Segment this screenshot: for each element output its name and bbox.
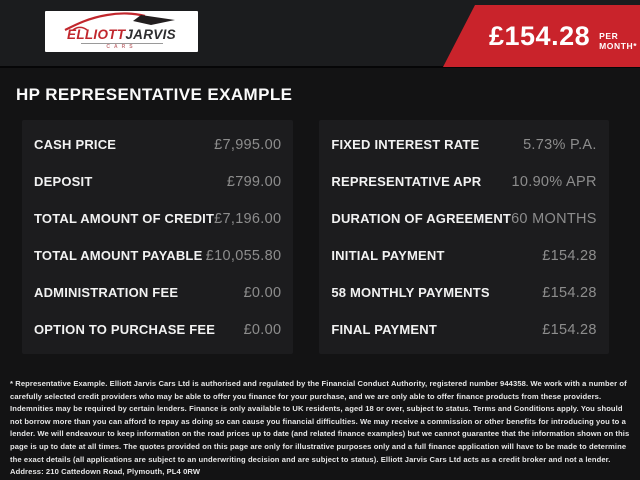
header-bar: ELLIOTTJARVIS CARS £154.28 PER MONTH* [0,0,640,68]
finance-row-interest-rate: FIXED INTEREST RATE 5.73% P.A. [331,126,596,163]
dealer-logo: ELLIOTTJARVIS CARS [45,11,198,52]
logo-text-jarvis: JARVIS [125,27,176,42]
finance-row-final-payment: FINAL PAYMENT £154.28 [331,311,596,348]
finance-row-label: ADMINISTRATION FEE [34,285,179,300]
finance-row-label: OPTION TO PURCHASE FEE [34,322,216,337]
finance-row-label: INITIAL PAYMENT [331,248,445,263]
finance-row-label: TOTAL AMOUNT OF CREDIT [34,211,215,226]
finance-row-value: 10.90% APR [511,173,597,190]
finance-row-value: 60 MONTHS [511,210,597,227]
finance-row-cash-price: CASH PRICE £7,995.00 [34,126,281,163]
logo-text-cars: CARS [106,44,137,50]
finance-row-label: DEPOSIT [34,174,93,189]
finance-row-label: DURATION OF AGREEMENT [331,211,512,226]
logo-divider [81,43,163,44]
finance-row-value: £0.00 [243,321,282,338]
logo-text-elliott: ELLIOTT [67,27,126,42]
finance-summary: CASH PRICE £7,995.00 DEPOSIT £799.00 TOT… [22,120,609,354]
finance-row-admin-fee: ADMINISTRATION FEE £0.00 [34,274,281,311]
finance-row-duration: DURATION OF AGREEMENT 60 MONTHS [331,200,596,237]
finance-row-value: £799.00 [226,173,282,190]
finance-row-label: FINAL PAYMENT [331,322,438,337]
finance-row-deposit: DEPOSIT £799.00 [34,163,281,200]
finance-row-value: 5.73% P.A. [523,136,597,153]
dealer-logo-wordmark: ELLIOTTJARVIS [45,28,198,42]
monthly-price-suffix: PER MONTH* [599,30,638,51]
finance-row-total-credit: TOTAL AMOUNT OF CREDIT £7,196.00 [34,200,281,237]
legal-disclaimer: * Representative Example. Elliott Jarvis… [10,379,630,477]
finance-row-value: £154.28 [542,321,597,338]
finance-row-monthly-payments: 58 MONTHLY PAYMENTS £154.28 [331,274,596,311]
monthly-price-badge: £154.28 PER MONTH* [443,5,640,67]
page-title: HP REPRESENTATIVE EXAMPLE [16,85,293,104]
finance-row-initial-payment: INITIAL PAYMENT £154.28 [331,237,596,274]
finance-card-right: FIXED INTEREST RATE 5.73% P.A. REPRESENT… [319,120,609,354]
finance-row-purchase-fee: OPTION TO PURCHASE FEE £0.00 [34,311,281,348]
finance-row-value: £154.28 [542,247,597,264]
finance-row-value: £7,196.00 [214,210,282,227]
finance-row-value: £10,055.80 [205,247,282,264]
finance-row-label: FIXED INTEREST RATE [331,137,480,152]
finance-row-label: TOTAL AMOUNT PAYABLE [34,248,203,263]
finance-row-value: £154.28 [542,284,597,301]
finance-row-apr: REPRESENTATIVE APR 10.90% APR [331,163,596,200]
finance-row-total-payable: TOTAL AMOUNT PAYABLE £10,055.80 [34,237,281,274]
car-silhouette-icon [64,12,175,31]
finance-row-label: 58 MONTHLY PAYMENTS [331,285,490,300]
finance-row-value: £0.00 [243,284,282,301]
finance-card-left: CASH PRICE £7,995.00 DEPOSIT £799.00 TOT… [22,120,294,354]
finance-row-label: CASH PRICE [34,137,117,152]
monthly-price-amount: £154.28 [489,20,591,51]
finance-row-value: £7,995.00 [214,136,282,153]
finance-row-label: REPRESENTATIVE APR [331,174,482,189]
